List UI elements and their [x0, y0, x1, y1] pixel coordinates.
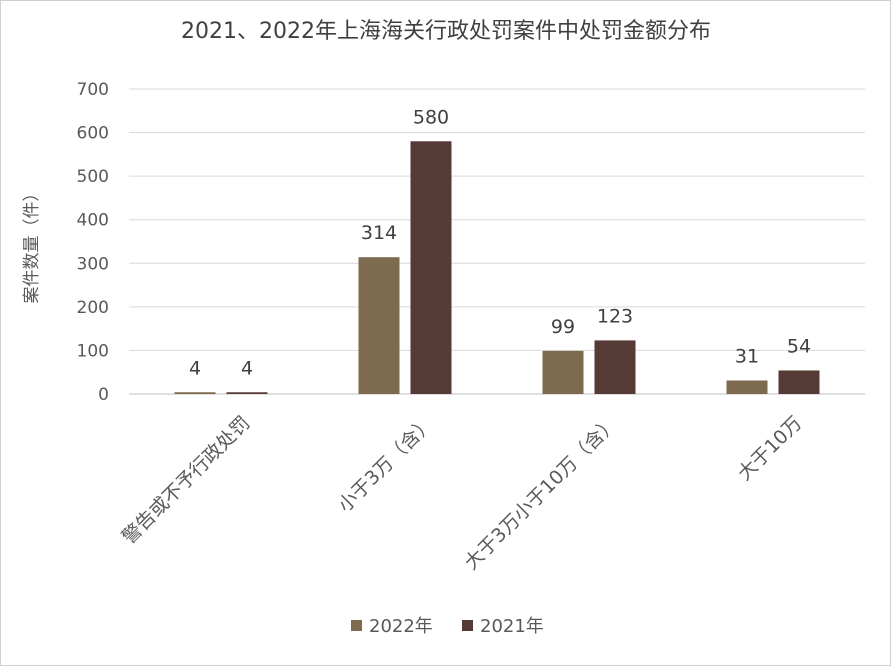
x-tick-label: 警告或不予行政处罚	[118, 412, 254, 548]
y-tick-label: 700	[77, 80, 109, 100]
gridlines	[129, 88, 865, 395]
data-label: 31	[735, 345, 759, 367]
y-tick-label: 600	[77, 124, 109, 144]
bar	[726, 380, 768, 394]
y-tick-label: 0	[98, 385, 109, 405]
legend: 2022年 2021年	[351, 616, 544, 637]
bar	[174, 392, 216, 394]
data-label: 4	[189, 357, 201, 379]
data-label: 314	[361, 222, 397, 244]
bars	[174, 141, 820, 394]
data-label: 54	[787, 335, 811, 357]
y-tick-label: 300	[77, 254, 109, 274]
x-tick-labels: 警告或不予行政处罚 小于3万（含） 大于3万小于10万（含） 大于10万	[118, 412, 806, 574]
y-tick-label: 100	[77, 341, 109, 361]
x-tick-label: 大于10万	[734, 412, 807, 485]
legend-swatch	[351, 620, 362, 631]
bar	[226, 392, 268, 394]
bar	[778, 370, 820, 394]
data-labels: 4 4 314 580 99 123 31 54	[189, 106, 811, 379]
y-tick-labels: 0 100 200 300 400 500 600 700	[77, 80, 109, 405]
x-tick-label: 小于3万（含）	[334, 412, 439, 517]
chart-title: 2021、2022年上海海关行政处罚案件中处罚金额分布	[181, 19, 711, 44]
legend-label: 2022年	[369, 616, 433, 637]
bar	[594, 340, 636, 394]
data-label: 99	[551, 316, 575, 338]
bar	[358, 257, 400, 394]
bar	[542, 350, 584, 394]
bar	[410, 141, 452, 394]
legend-label: 2021年	[480, 616, 544, 637]
x-tick-label: 大于3万小于10万（含）	[460, 412, 622, 574]
data-label: 580	[413, 106, 449, 128]
y-tick-label: 200	[77, 298, 109, 318]
data-label: 123	[597, 305, 633, 327]
y-tick-label: 400	[77, 211, 109, 231]
y-tick-label: 500	[77, 167, 109, 187]
legend-swatch	[462, 620, 473, 631]
data-label: 4	[241, 357, 253, 379]
y-axis-label: 案件数量（件）	[22, 185, 42, 304]
